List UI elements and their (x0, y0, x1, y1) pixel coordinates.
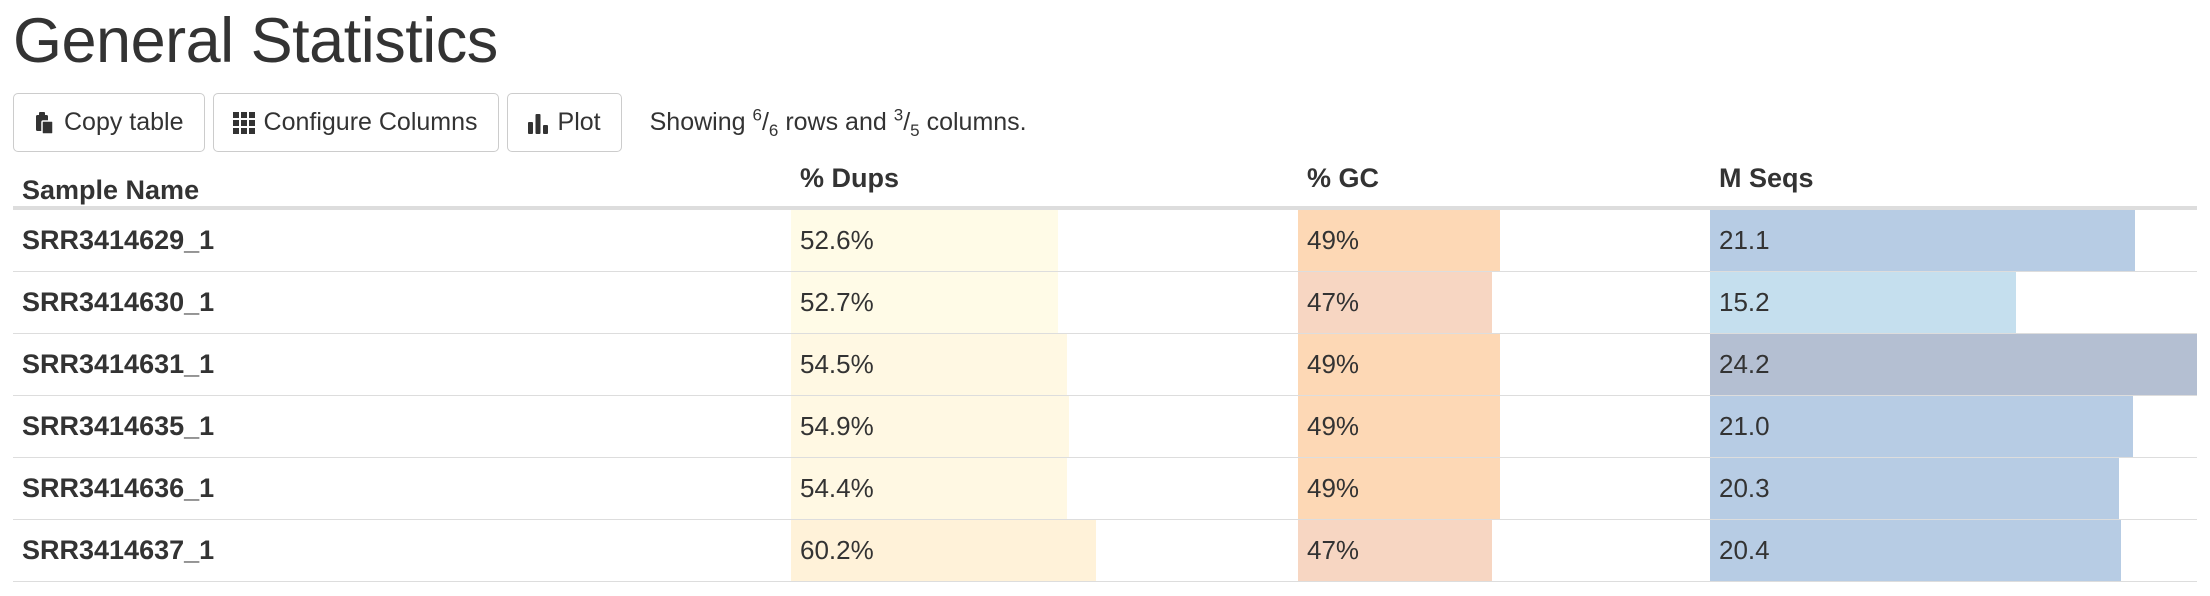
seqs-bar (1710, 458, 2119, 519)
copy-table-label: Copy table (64, 108, 184, 136)
seqs-value: 20.3 (1719, 473, 1770, 503)
gc-bar (1298, 272, 1492, 333)
gc-bar (1298, 520, 1492, 581)
sample-name-cell: SRR3414629_1 (22, 225, 215, 255)
table-row: SRR3414635_1 54.9% 49% 21.0 (13, 396, 2197, 458)
seqs-cell: 21.1 (1710, 210, 2197, 271)
gc-bar (1298, 396, 1500, 457)
rows-word: rows and (785, 108, 887, 136)
seqs-value: 24.2 (1719, 349, 1770, 379)
rows-total-count: 6 (768, 121, 779, 140)
seqs-bar (1710, 272, 2016, 333)
seqs-cell: 20.4 (1710, 520, 2197, 581)
cols-shown-count: 3 (893, 105, 904, 125)
sample-name-cell: SRR3414635_1 (22, 411, 215, 441)
table-row: SRR3414631_1 54.5% 49% 24.2 (13, 334, 2197, 396)
column-header-gc[interactable]: % GC (1307, 163, 1380, 193)
gc-value: 49% (1307, 411, 1360, 441)
seqs-cell: 24.2 (1710, 334, 2197, 395)
table-row: SRR3414637_1 60.2% 47% 20.4 (13, 520, 2197, 582)
dups-value: 54.5% (800, 349, 874, 379)
gc-cell: 49% (1298, 210, 1710, 271)
dups-value: 60.2% (800, 535, 874, 565)
dups-cell: 54.5% (791, 334, 1298, 395)
column-header-m-seqs[interactable]: M Seqs (1719, 163, 1814, 193)
table-row: SRR3414630_1 52.7% 47% 15.2 (13, 272, 2197, 334)
dups-bar (791, 520, 1096, 581)
dups-bar (791, 458, 1067, 519)
plot-label: Plot (557, 108, 601, 136)
table-body: SRR3414629_1 52.6% 49% 21.1 SRR3414630_1 52.7… (13, 210, 2197, 582)
dups-bar (791, 272, 1058, 333)
configure-columns-button[interactable]: Configure Columns (212, 93, 499, 152)
dups-value: 54.9% (800, 411, 874, 441)
gc-cell: 49% (1298, 334, 1710, 395)
cols-total-count: 5 (910, 121, 920, 140)
gc-cell: 47% (1298, 520, 1710, 581)
clipboard-icon (32, 111, 56, 135)
dups-bar (791, 334, 1067, 395)
table-row: SRR3414629_1 52.6% 49% 21.1 (13, 210, 2197, 272)
gc-bar (1298, 334, 1500, 395)
dups-cell: 52.6% (791, 210, 1298, 271)
gc-value: 49% (1307, 349, 1360, 379)
gc-value: 47% (1307, 535, 1360, 565)
sample-name-cell: SRR3414630_1 (22, 287, 215, 317)
seqs-cell: 15.2 (1710, 272, 2197, 333)
gc-value: 49% (1307, 225, 1360, 255)
sample-name-cell: SRR3414631_1 (22, 349, 215, 379)
dups-cell: 60.2% (791, 520, 1298, 581)
gc-cell: 49% (1298, 458, 1710, 519)
sample-name-cell: SRR3414637_1 (22, 535, 215, 565)
seqs-bar (1710, 334, 2197, 395)
seqs-bar (1710, 520, 2121, 581)
gc-value: 47% (1307, 287, 1360, 317)
seqs-bar (1710, 210, 2135, 271)
seqs-cell: 20.3 (1710, 458, 2197, 519)
plot-button[interactable]: Plot (506, 93, 622, 152)
gc-value: 49% (1307, 473, 1360, 503)
seqs-bar (1710, 396, 2133, 457)
dups-cell: 52.7% (791, 272, 1298, 333)
sample-name-cell: SRR3414636_1 (22, 473, 215, 503)
seqs-value: 15.2 (1719, 287, 1770, 317)
gc-bar (1298, 210, 1500, 271)
table-toolbar: Copy table Configure Columns Plot (13, 93, 1027, 152)
gc-bar (1298, 458, 1500, 519)
table-header: Sample Name % Dups % GC M Seqs (13, 158, 2197, 210)
dups-cell: 54.4% (791, 458, 1298, 519)
showing-prefix: Showing (649, 108, 746, 136)
stats-table: Sample Name % Dups % GC M Seqs SRR341462… (13, 158, 2197, 582)
bar-chart-icon (526, 111, 550, 135)
dups-bar (791, 396, 1069, 457)
seqs-cell: 21.0 (1710, 396, 2197, 457)
seqs-value: 21.1 (1719, 225, 1770, 255)
showing-summary: Showing 6/6 rows and 3/5 columns. (649, 105, 1027, 140)
column-header-dups[interactable]: % Dups (800, 163, 900, 193)
configure-columns-label: Configure Columns (263, 108, 478, 136)
seqs-value: 20.4 (1719, 535, 1770, 565)
dups-value: 54.4% (800, 473, 874, 503)
table-row: SRR3414636_1 54.4% 49% 20.3 (13, 458, 2197, 520)
cols-word: columns. (926, 108, 1027, 136)
dups-value: 52.6% (800, 225, 874, 255)
column-header-sample-name[interactable]: Sample Name (22, 175, 200, 205)
page-title: General Statistics (13, 6, 498, 76)
rows-shown-count: 6 (752, 105, 762, 125)
dups-cell: 54.9% (791, 396, 1298, 457)
dups-value: 52.7% (800, 287, 874, 317)
copy-table-button[interactable]: Copy table (13, 93, 205, 152)
dups-bar (791, 210, 1058, 271)
gc-cell: 49% (1298, 396, 1710, 457)
gc-cell: 47% (1298, 272, 1710, 333)
seqs-value: 21.0 (1719, 411, 1770, 441)
grid-icon (232, 111, 256, 135)
